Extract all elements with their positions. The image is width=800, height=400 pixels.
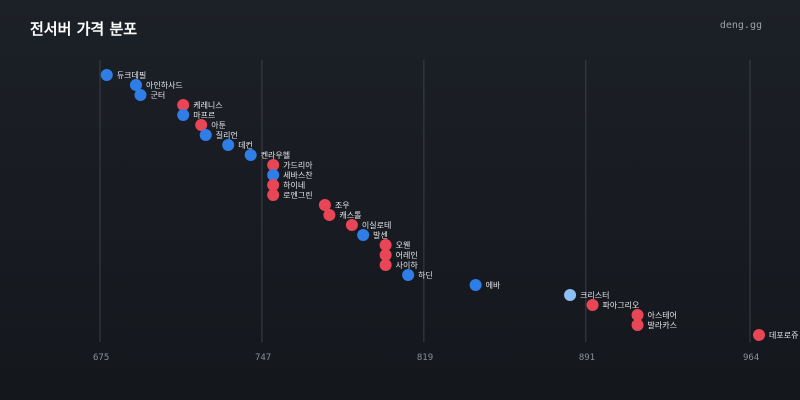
data-point[interactable]: 아스테어 [631, 309, 677, 321]
point-label: 조우 [335, 201, 350, 210]
point-label: 이실로테 [362, 220, 391, 230]
point-marker[interactable] [100, 69, 113, 81]
point-label: 파아그리오 [603, 300, 640, 310]
point-label: 사이하 [396, 260, 419, 270]
data-point[interactable]: 케레니스 [177, 99, 223, 111]
point-marker[interactable] [222, 139, 235, 151]
point-label: 가드리아 [283, 160, 313, 170]
point-label: 아툰 [211, 120, 226, 130]
x-tick-label: 675 [93, 353, 109, 363]
point-label: 하딘 [418, 270, 433, 280]
point-marker[interactable] [379, 249, 392, 261]
point-marker[interactable] [177, 109, 190, 121]
point-label: 발센 [373, 230, 388, 240]
point-label: 하이네 [283, 180, 305, 190]
point-label: 아스테어 [648, 310, 677, 320]
data-point[interactable]: 어레인 [379, 249, 418, 261]
data-point[interactable]: 세바스찬 [267, 169, 313, 181]
x-tick-label: 819 [417, 353, 433, 363]
point-marker[interactable] [199, 129, 212, 141]
data-point[interactable]: 데컨 [222, 139, 253, 151]
point-marker[interactable] [752, 329, 765, 341]
data-point[interactable]: 켄라우헬 [244, 149, 290, 161]
point-label: 마프르 [193, 111, 215, 120]
data-point[interactable]: 군터 [134, 89, 165, 101]
point-marker[interactable] [379, 239, 392, 251]
point-label: 발라카스 [648, 320, 677, 330]
point-label: 세바스찬 [283, 170, 313, 180]
data-point[interactable]: 발라카스 [631, 319, 677, 331]
data-point[interactable]: 파아그리오 [586, 299, 640, 311]
data-point[interactable]: 로엔그린 [267, 189, 313, 201]
point-marker[interactable] [195, 119, 208, 131]
point-marker[interactable] [267, 159, 280, 171]
data-point[interactable]: 마프르 [177, 109, 215, 121]
point-label: 캐스톨 [339, 211, 361, 220]
x-tick-label: 964 [743, 353, 759, 363]
point-label: 듀크데필 [117, 70, 146, 80]
point-marker[interactable] [177, 99, 190, 111]
point-label: 질리언 [216, 130, 238, 140]
point-marker[interactable] [267, 189, 280, 201]
point-label: 아인하사드 [146, 80, 183, 90]
point-marker[interactable] [267, 179, 280, 191]
point-marker[interactable] [469, 279, 482, 291]
point-label: 로엔그린 [283, 190, 312, 200]
data-point[interactable]: 듀크데필 [100, 69, 146, 81]
data-point[interactable]: 이실로테 [345, 219, 391, 231]
point-label: 크리스터 [580, 291, 609, 300]
data-points: 듀크데필아인하사드군터케레니스마프르아툰질리언데컨켄라우헬가드리아세바스찬하이네… [100, 69, 798, 341]
point-marker[interactable] [631, 309, 644, 321]
point-label: 에바 [486, 280, 501, 290]
point-label: 오웬 [396, 241, 411, 250]
brand-label: deng.gg [719, 20, 762, 31]
point-label: 켄라우헬 [261, 150, 290, 160]
data-point[interactable]: 아툰 [195, 119, 226, 131]
point-marker[interactable] [402, 269, 415, 281]
point-label: 케레니스 [193, 100, 222, 110]
data-point[interactable]: 아인하사드 [129, 79, 183, 91]
point-marker[interactable] [318, 199, 331, 211]
point-marker[interactable] [564, 289, 577, 301]
data-point[interactable]: 하딘 [402, 269, 433, 281]
data-point[interactable]: 하이네 [267, 179, 305, 191]
point-label: 군터 [150, 91, 165, 100]
point-label: 데포로쥬 [769, 331, 798, 340]
x-tick-label: 891 [579, 353, 595, 363]
point-marker[interactable] [345, 219, 358, 231]
data-point[interactable]: 데포로쥬 [752, 329, 798, 341]
point-marker[interactable] [357, 229, 370, 241]
point-marker[interactable] [267, 169, 280, 181]
data-point[interactable]: 조우 [318, 199, 350, 211]
chart-title: 전서버 가격 분포 [30, 20, 138, 38]
point-marker[interactable] [323, 209, 336, 221]
data-point[interactable]: 사이하 [379, 259, 419, 271]
point-marker[interactable] [129, 79, 142, 91]
point-marker[interactable] [631, 319, 644, 331]
grid-lines [99, 60, 751, 342]
data-point[interactable]: 질리언 [199, 129, 238, 141]
point-marker[interactable] [586, 299, 599, 311]
x-tick-label: 747 [255, 353, 271, 363]
point-marker[interactable] [134, 89, 147, 101]
data-point[interactable]: 에바 [469, 279, 501, 291]
data-point[interactable]: 크리스터 [564, 289, 610, 301]
data-point[interactable]: 오웬 [379, 239, 411, 251]
data-point[interactable]: 캐스톨 [323, 209, 362, 221]
x-axis-ticks: 675 747 819 891 964 [93, 353, 759, 363]
point-marker[interactable] [379, 259, 392, 271]
data-point[interactable]: 발센 [357, 229, 388, 241]
point-label: 어레인 [396, 250, 418, 260]
point-marker[interactable] [244, 149, 257, 161]
data-point[interactable]: 가드리아 [267, 159, 313, 171]
point-label: 데컨 [238, 140, 253, 150]
